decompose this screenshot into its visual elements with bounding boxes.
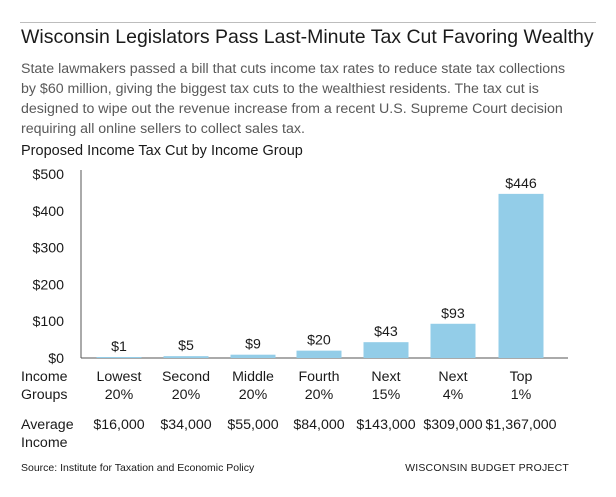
y-tick-label: $400 [32,204,64,220]
bar [296,350,342,358]
x-category-label: 20% [172,387,201,403]
x-category-label: 20% [305,387,334,403]
x-category-label: Top [510,369,533,385]
bar [163,356,209,358]
x-category-label: Next [371,369,400,385]
bar-data-label: $93 [441,306,465,322]
y-tick-label: $100 [32,314,64,330]
average-income-row-label: Average Income [21,417,74,451]
bar-data-label: $1 [111,339,127,355]
x-category-label: Next [438,369,467,385]
bar-data-label: $20 [307,333,331,349]
average-income-value: $34,000 [160,417,211,433]
x-category-label: 20% [105,387,134,403]
title-divider [20,22,596,23]
x-category-label: Lowest [97,369,142,385]
y-tick-label: $500 [32,167,64,183]
chart-title: Proposed Income Tax Cut by Income Group [21,143,303,159]
bar [363,342,409,358]
average-income-value: $143,000 [356,417,415,433]
bar-data-label: $43 [374,324,398,340]
income-groups-row-label: Income Groups [21,369,68,403]
average-income-value: $55,000 [227,417,278,433]
average-income-value: $309,000 [423,417,482,433]
source-note: Source: Institute for Taxation and Econo… [21,462,255,474]
bar [230,354,276,358]
page-subtitle: State lawmakers passed a bill that cuts … [21,61,566,137]
y-tick-label: $300 [32,241,64,257]
bar [96,357,142,358]
x-category-label: Fourth [298,369,339,385]
x-category-label: 15% [372,387,401,403]
average-income-value: $1,367,000 [485,417,556,433]
bar-data-label: $446 [505,176,537,192]
page-title: Wisconsin Legislators Pass Last-Minute T… [21,26,594,48]
average-income-value: $84,000 [293,417,344,433]
x-category-label: 4% [443,387,464,403]
y-tick-label: $200 [32,277,64,293]
x-category-label: Middle [232,369,274,385]
x-category-label: Second [162,369,210,385]
bar [430,323,476,358]
brand-label: WISCONSIN BUDGET PROJECT [405,462,569,474]
bar [498,193,544,358]
x-category-label: 1% [511,387,532,403]
y-tick-label: $0 [48,351,64,367]
x-category-label: 20% [239,387,268,403]
bar-data-label: $9 [245,337,261,353]
bar-data-label: $5 [178,338,194,354]
average-income-value: $16,000 [93,417,144,433]
